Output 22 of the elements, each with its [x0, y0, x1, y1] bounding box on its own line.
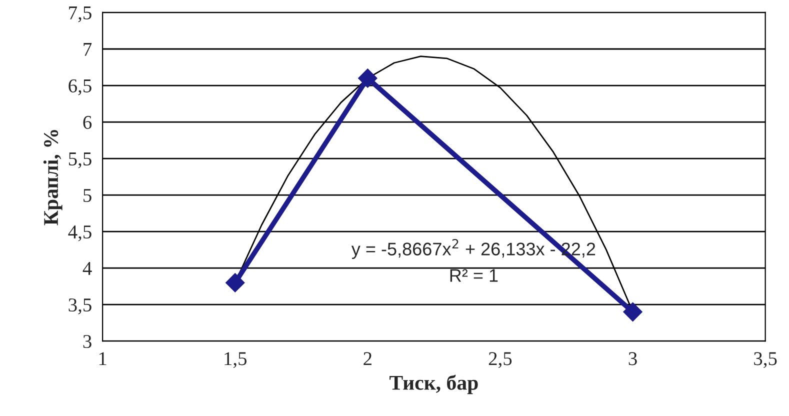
- y-tick-label: 5: [84, 189, 92, 202]
- x-tick-label: 2,5: [488, 352, 512, 368]
- y-tick-label: 3,5: [68, 298, 92, 314]
- x-axis-title: Тиск, бар: [390, 374, 478, 394]
- x-tick-label: 1,5: [224, 352, 247, 368]
- x-tick-label: 3: [628, 352, 637, 366]
- y-tick-label: 7: [84, 43, 92, 56]
- y-tick-label: 4: [82, 262, 92, 275]
- y-tick-label: 4,5: [68, 226, 92, 242]
- x-tick-label: 1: [99, 352, 106, 366]
- point: [623, 302, 642, 322]
- y-tick-label: 3: [83, 334, 92, 348]
- x-tick-label: 3,5: [754, 352, 777, 368]
- annotation: R² = 1: [450, 269, 498, 282]
- x-tick-label: 2: [364, 352, 372, 366]
- point: [358, 68, 378, 88]
- y-tick-label: 6: [83, 116, 92, 129]
- point: [226, 273, 245, 292]
- y-tick-label: 6,5: [68, 79, 92, 96]
- y-tick-label: 7,5: [69, 6, 92, 22]
- y-tick-label: 5,5: [68, 152, 92, 168]
- y-axis-title: Краплі, %: [43, 130, 62, 226]
